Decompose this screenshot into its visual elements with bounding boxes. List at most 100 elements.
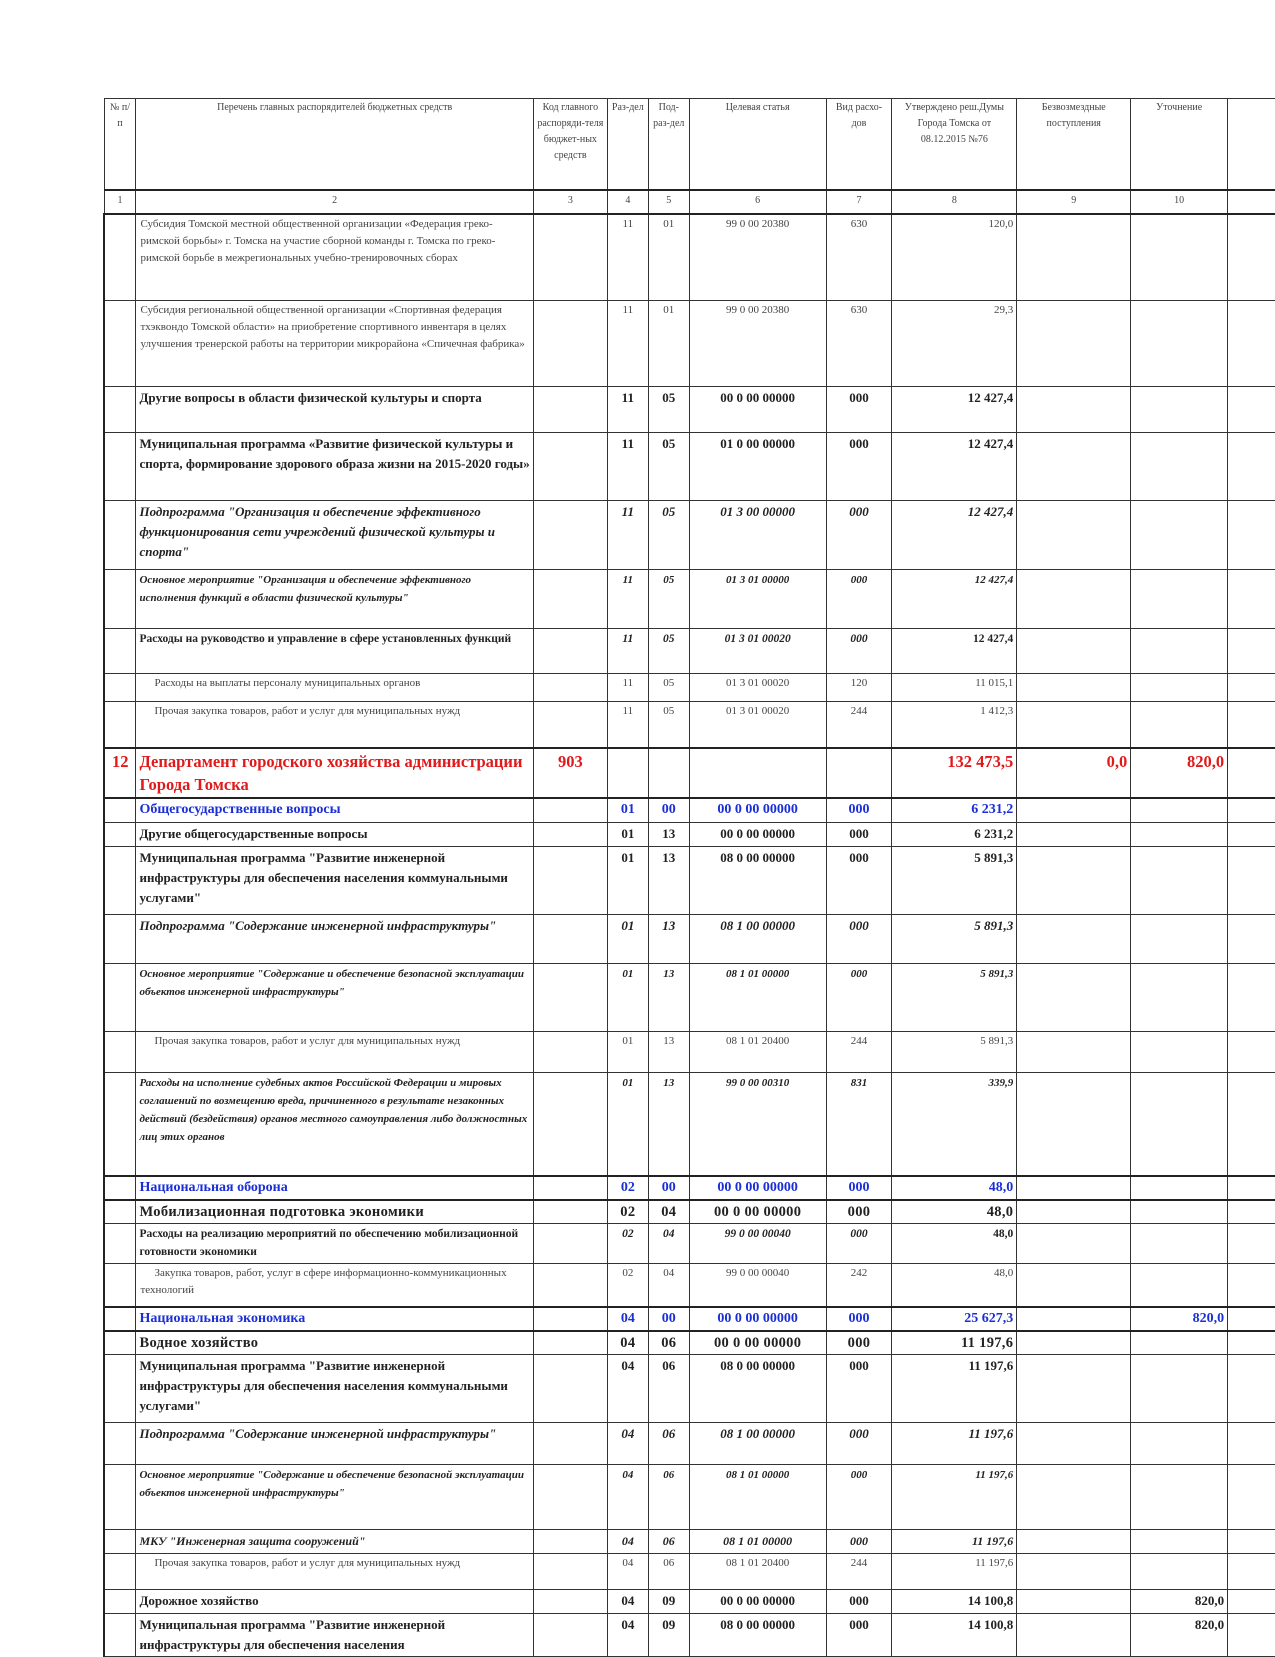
cell-num (103, 1305, 137, 1331)
cell-code (532, 700, 608, 749)
cell-clarification-amount (1130, 821, 1229, 847)
cell-num (103, 568, 137, 629)
cell-razdel: 02 (606, 1175, 649, 1201)
cell-gratuitous-amount (1016, 672, 1132, 702)
cell-razdel: 01 (606, 962, 649, 1032)
cell-clarification-amount (1130, 797, 1229, 823)
cell-gratuitous-amount (1016, 913, 1132, 964)
cell-expense-type: 000 (825, 821, 893, 847)
cell-podrazdel: 05 (647, 700, 690, 749)
cell-approved-amount: 11 197,6 (891, 1529, 1018, 1554)
cell-num (103, 1263, 137, 1307)
cell-target-article: 01 3 01 00000 (688, 568, 827, 629)
cell-extra (1227, 962, 1275, 1032)
cell-name: Водное хозяйство (135, 1329, 534, 1355)
cell-gratuitous-amount (1016, 1071, 1132, 1177)
cell-expense-type: 000 (825, 627, 893, 674)
cell-podrazdel: 13 (647, 1071, 690, 1177)
cell-razdel: 04 (606, 1422, 649, 1465)
cell-podrazdel: 04 (647, 1263, 690, 1307)
cell-clarification-amount (1130, 1263, 1229, 1307)
cell-approved-amount: 12 427,4 (891, 499, 1018, 570)
table-body: Субсидия Томской местной общественной ор… (103, 213, 1275, 1657)
cell-name: Муниципальная программа «Развитие физиче… (135, 431, 534, 501)
cell-target-article: 00 0 00 00000 (688, 1305, 827, 1331)
cell-podrazdel: 00 (647, 797, 690, 823)
header-number-col-expense-type: 7 (825, 189, 893, 215)
cell-podrazdel: 01 (647, 213, 690, 301)
cell-code (532, 213, 608, 301)
cell-approved-amount: 48,0 (891, 1199, 1018, 1224)
cell-clarification-amount (1130, 1354, 1229, 1423)
cell-clarification-amount (1130, 431, 1229, 501)
table-row: Дорожное хозяйство 04 09 00 0 00 00000 000 14… (103, 1589, 1275, 1614)
cell-num (103, 913, 137, 964)
cell-name: Национальная экономика (135, 1305, 534, 1331)
cell-target-article: 08 0 00 00000 (688, 1613, 827, 1657)
cell-clarification-amount (1130, 672, 1229, 702)
header-col-extra (1227, 98, 1275, 191)
cell-clarification-amount (1130, 1071, 1229, 1177)
cell-target-article: 00 0 00 00000 (688, 1589, 827, 1614)
cell-code (532, 1305, 608, 1331)
table-row: Муниципальная программа «Развитие физиче… (103, 431, 1275, 501)
cell-expense-type: 000 (825, 499, 893, 570)
cell-name: Другие общегосударственные вопросы (135, 821, 534, 847)
cell-podrazdel: 06 (647, 1529, 690, 1554)
cell-razdel: 04 (606, 1589, 649, 1614)
cell-name: Общегосударственные вопросы (135, 797, 534, 823)
cell-num (103, 385, 137, 433)
cell-approved-amount: 5 891,3 (891, 1030, 1018, 1073)
cell-num (103, 627, 137, 674)
cell-clarification-amount (1130, 913, 1229, 964)
cell-expense-type: 244 (825, 1030, 893, 1073)
cell-gratuitous-amount (1016, 568, 1132, 629)
cell-target-article: 08 1 00 00000 (688, 913, 827, 964)
cell-approved-amount: 12 427,4 (891, 627, 1018, 674)
column-number-row: 1 2 3 4 5 6 7 8 9 10 (103, 189, 1275, 215)
cell-num (103, 1553, 137, 1590)
cell-code (532, 797, 608, 823)
cell-code (532, 1464, 608, 1530)
cell-podrazdel: 04 (647, 1223, 690, 1264)
cell-code (532, 1199, 608, 1224)
cell-gratuitous-amount (1016, 1589, 1132, 1614)
cell-gratuitous-amount (1016, 1464, 1132, 1530)
header-number-col-extra (1227, 189, 1275, 215)
cell-gratuitous-amount (1016, 1263, 1132, 1307)
cell-num (103, 1329, 137, 1355)
cell-code (532, 385, 608, 433)
cell-razdel: 11 (606, 499, 649, 570)
budget-document: № п/п Перечень главных распорядителей бюд… (103, 98, 1275, 1657)
cell-code (532, 1553, 608, 1590)
cell-clarification-amount (1130, 1329, 1229, 1355)
cell-razdel: 01 (606, 1071, 649, 1177)
cell-extra (1227, 213, 1275, 301)
cell-name: Дорожное хозяйство (135, 1589, 534, 1614)
cell-gratuitous-amount (1016, 845, 1132, 915)
cell-target-article: 00 0 00 00000 (688, 1175, 827, 1201)
cell-name: Национальная оборона (135, 1175, 534, 1201)
table-row: Подпрограмма "Содержание инженерной инфр… (103, 1422, 1275, 1465)
cell-extra (1227, 1263, 1275, 1307)
cell-approved-amount: 25 627,3 (891, 1305, 1018, 1331)
table-row: Муниципальная программа "Развитие инжене… (103, 845, 1275, 915)
cell-clarification-amount (1130, 1223, 1229, 1264)
cell-approved-amount: 48,0 (891, 1223, 1018, 1264)
cell-razdel: 11 (606, 568, 649, 629)
cell-num (103, 299, 137, 387)
header-col-razdel: Раз-дел (606, 98, 649, 191)
cell-podrazdel: 05 (647, 499, 690, 570)
cell-expense-type: 000 (825, 1589, 893, 1614)
cell-name: Муниципальная программа "Развитие инжене… (135, 845, 534, 915)
cell-num (103, 1175, 137, 1201)
header-col-clarification: Уточнение (1130, 98, 1229, 191)
cell-expense-type: 831 (825, 1071, 893, 1177)
cell-clarification-amount (1130, 1030, 1229, 1073)
cell-num (103, 797, 137, 823)
cell-target-article: 08 1 01 20400 (688, 1030, 827, 1073)
cell-approved-amount: 48,0 (891, 1263, 1018, 1307)
header-col-code: Код главного распоряди-теля бюджет-ных с… (532, 98, 608, 191)
cell-razdel: 02 (606, 1263, 649, 1307)
cell-gratuitous-amount (1016, 627, 1132, 674)
